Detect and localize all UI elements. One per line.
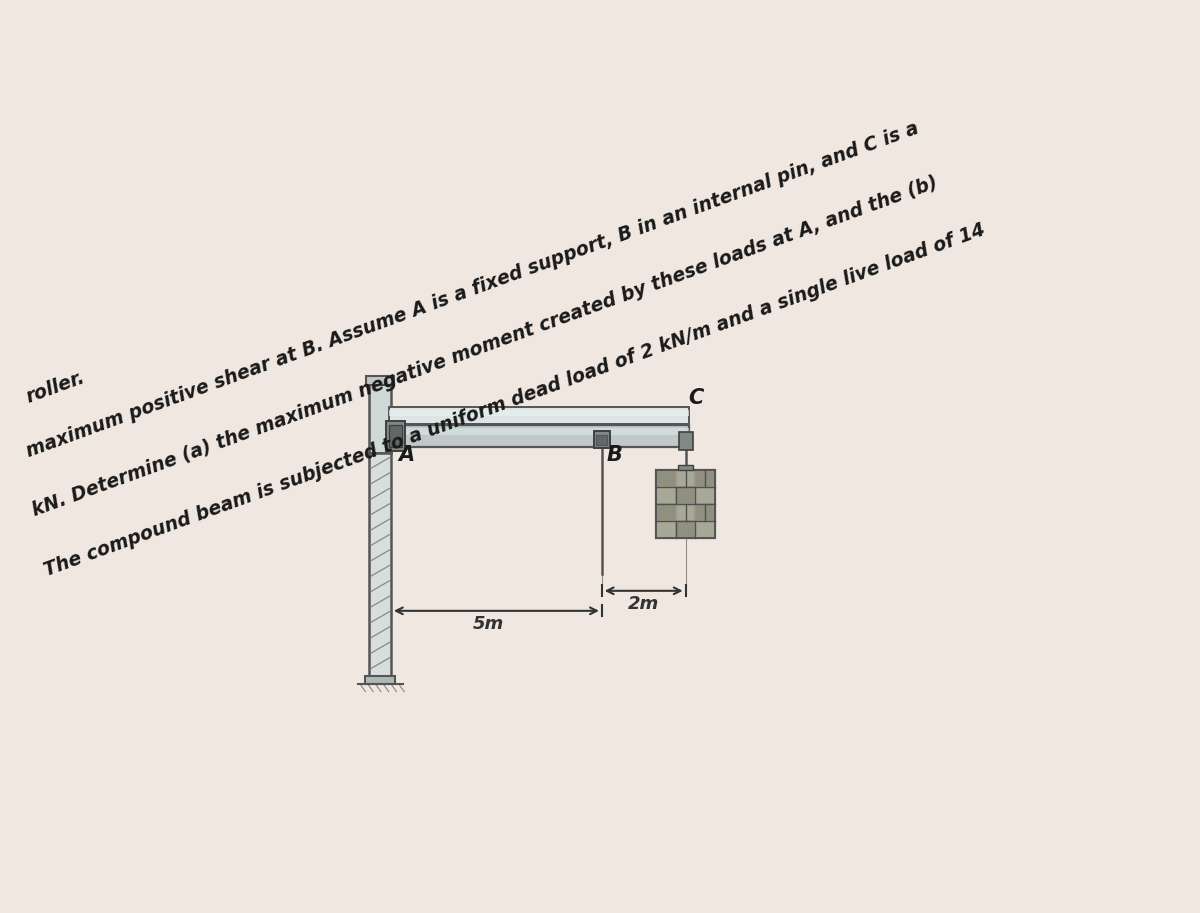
Bar (596, 435, 607, 446)
Bar (658, 521, 676, 537)
Bar (656, 470, 714, 538)
Bar (658, 471, 676, 486)
Bar (677, 521, 695, 537)
Text: roller.: roller. (24, 367, 88, 406)
Bar (370, 377, 391, 453)
Bar (594, 432, 610, 448)
Bar (390, 425, 402, 446)
Bar (678, 466, 694, 470)
Text: A: A (398, 445, 415, 465)
Bar (677, 488, 695, 503)
Text: maximum positive shear at B. Assume A is a fixed support, B in an internal pin, : maximum positive shear at B. Assume A is… (24, 119, 922, 461)
Bar (390, 428, 689, 435)
Bar (677, 471, 695, 486)
Bar (390, 410, 689, 416)
Bar (696, 505, 714, 520)
Bar (370, 453, 391, 677)
Text: B: B (606, 445, 623, 465)
Text: The compound beam is subjected to a uniform dead load of 2 kN/m and a single liv: The compound beam is subjected to a unif… (42, 220, 988, 580)
Text: kN. Determine (a) the maximum negative moment created by these loads at A, and t: kN. Determine (a) the maximum negative m… (30, 173, 941, 520)
Bar (366, 677, 395, 684)
Bar (390, 425, 689, 446)
Bar (677, 505, 695, 520)
Bar (366, 376, 394, 385)
Bar (658, 505, 676, 520)
Bar (658, 488, 676, 503)
Bar (696, 521, 714, 537)
Bar (696, 488, 714, 503)
Bar (386, 421, 404, 451)
Bar (696, 471, 714, 486)
Text: C: C (689, 388, 704, 408)
Bar (390, 407, 689, 424)
Text: 5m: 5m (473, 614, 504, 633)
Bar (678, 432, 692, 450)
Text: 2m: 2m (628, 594, 659, 613)
